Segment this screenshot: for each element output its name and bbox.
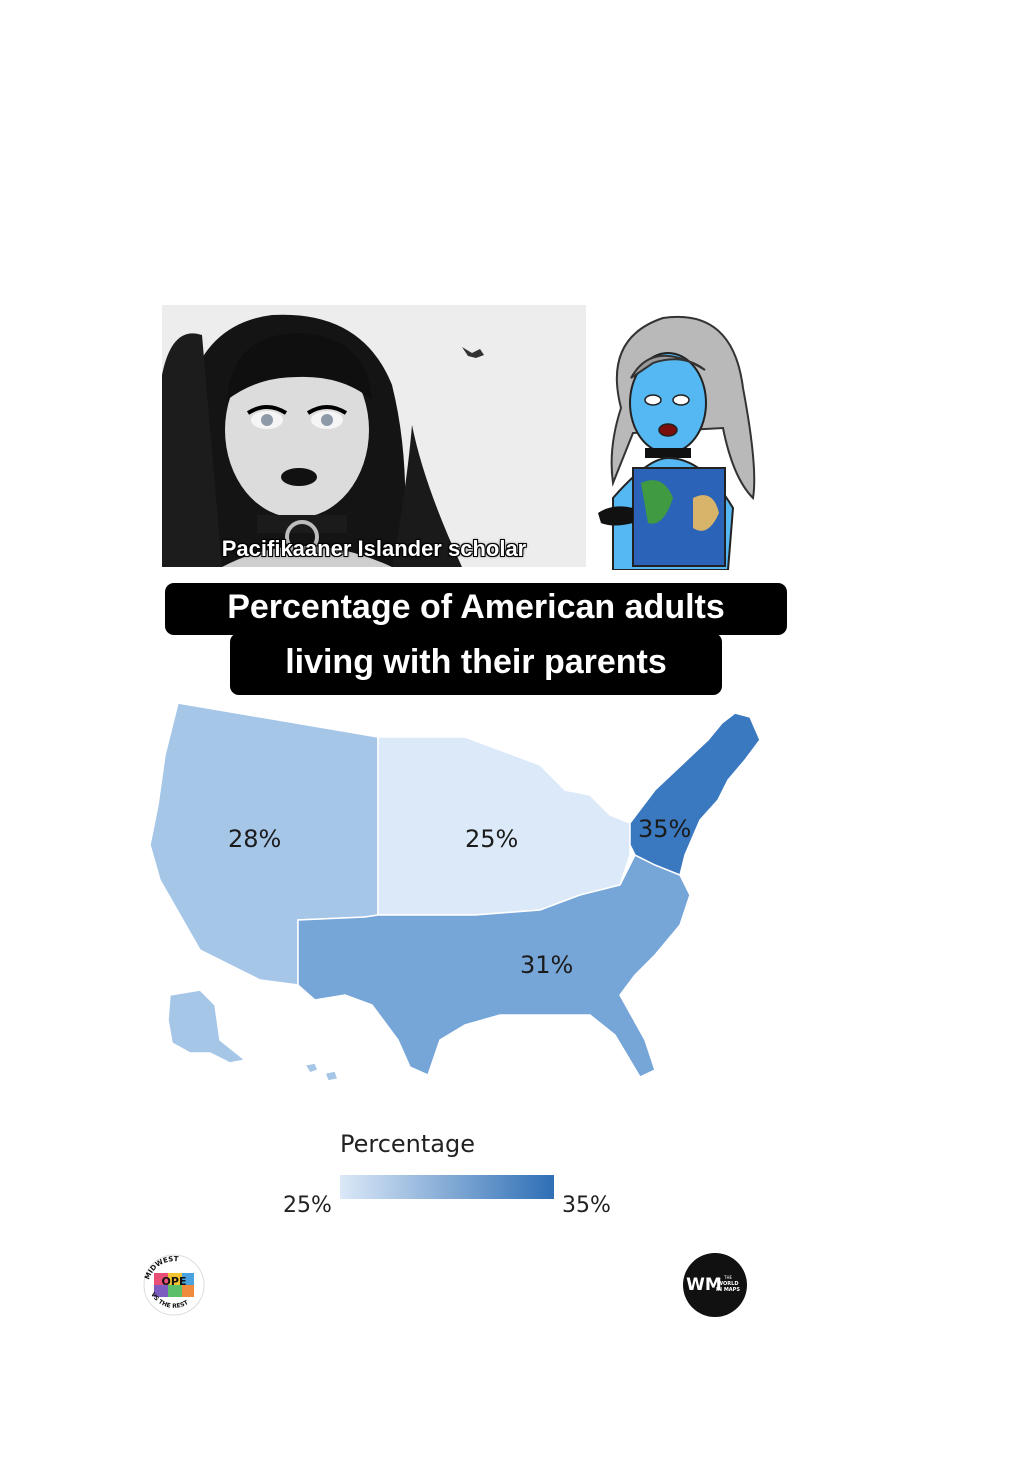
us-region-map: 28% 25% 31% 35% [149,702,761,1082]
legend-max-label: 35% [562,1193,611,1218]
svg-text:WORLD: WORLD [718,1281,739,1287]
portrait-illustration [162,305,586,567]
cartoon-avatar [598,315,756,570]
photo-panel: Pacifikaaner Islander scholar [162,305,586,567]
title-line-2: living with their parents [230,633,722,695]
svg-text:IN MAPS: IN MAPS [716,1287,740,1293]
title-line-1: Percentage of American adults [165,583,787,635]
region-hawaii [303,1062,340,1082]
legend-gradient-bar [340,1175,554,1199]
label-south: 31% [520,951,573,979]
region-alaska [167,989,247,1064]
svg-text:WM: WM [686,1275,722,1295]
label-northeast: 35% [638,815,691,843]
photo-caption: Pacifikaaner Islander scholar [221,536,527,561]
label-midwest: 25% [465,825,518,853]
label-west: 28% [228,825,281,853]
midwest-vs-the-rest-logo: MIDWEST OPE VS THE REST [143,1254,205,1316]
svg-text:OPE: OPE [162,1275,187,1288]
legend-title: Percentage [340,1130,476,1158]
svg-text:THE: THE [723,1275,732,1280]
the-world-in-maps-logo: WM THE WORLD IN MAPS [683,1253,747,1317]
legend-min-label: 25% [283,1193,332,1218]
region-northeast [629,712,761,877]
